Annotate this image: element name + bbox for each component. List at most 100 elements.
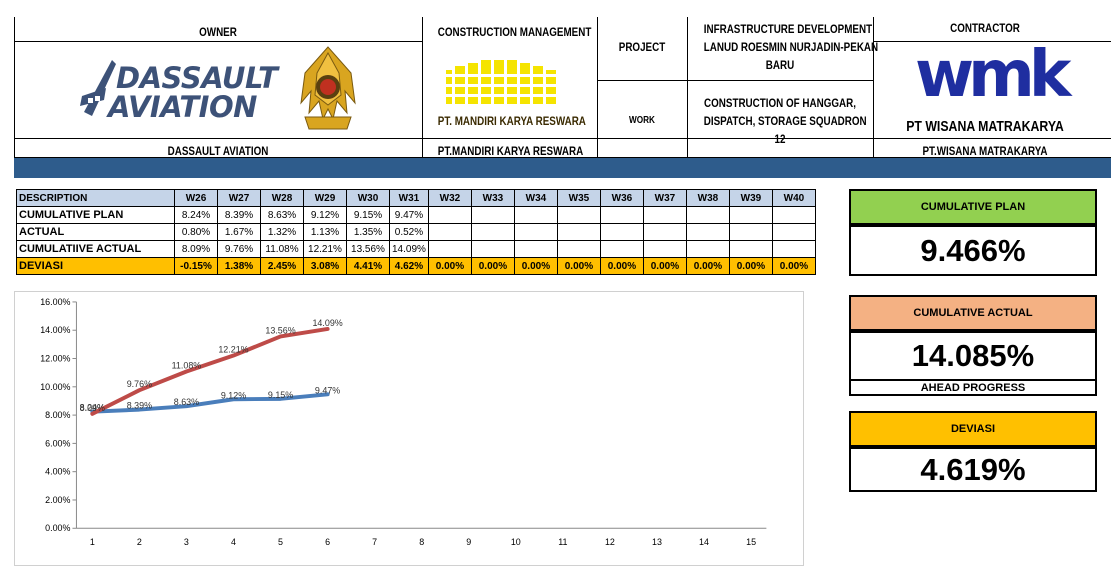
- x-tick-label: 13: [652, 537, 662, 547]
- table-cell: [427, 240, 472, 258]
- week-header: W39: [728, 189, 773, 207]
- table-cell: [599, 240, 644, 258]
- table-cell: 1.67%: [217, 223, 261, 241]
- wmk-logo-word: wmk: [915, 38, 1071, 112]
- table-cell: 0.00%: [685, 257, 730, 275]
- wmk-logo: wmk: [915, 40, 1071, 118]
- table-cell: 4.62%: [389, 257, 429, 275]
- series-2-point: [231, 354, 235, 358]
- table-cell: [685, 240, 730, 258]
- x-tick-label: 2: [137, 537, 142, 547]
- table-cell: [556, 240, 601, 258]
- work-label: WORK: [629, 115, 655, 126]
- x-tick-label: 4: [231, 537, 236, 547]
- report-header: [14, 17, 1111, 158]
- ahead-progress-note: AHEAD PROGRESS: [849, 379, 1097, 396]
- table-cell: 1.32%: [260, 223, 304, 241]
- table-cell: [771, 223, 816, 241]
- series-1-point: [231, 397, 235, 401]
- x-tick-label: 5: [278, 537, 283, 547]
- week-header: W35: [556, 189, 601, 207]
- week-header: W27: [217, 189, 261, 207]
- table-cell: [771, 206, 816, 224]
- week-header: W40: [771, 189, 816, 207]
- series-1-point: [326, 392, 330, 396]
- y-tick-label: 4.00%: [45, 467, 70, 477]
- table-cell: 13.56%: [346, 240, 390, 258]
- table-cell: [642, 206, 687, 224]
- table-cell: [556, 223, 601, 241]
- owner-name: DASSAULT AVIATION: [167, 144, 269, 158]
- row-label: CUMULATIIVE ACTUAL: [16, 240, 175, 258]
- x-tick-label: 10: [511, 537, 521, 547]
- x-tick-label: 7: [372, 537, 377, 547]
- x-tick-label: 8: [419, 537, 424, 547]
- contractor-title: CONTRACTOR: [950, 21, 1020, 35]
- series-1-data-label: 8.63%: [174, 397, 199, 407]
- y-tick-label: 2.00%: [45, 495, 70, 505]
- y-tick-label: 16.00%: [40, 297, 70, 307]
- table-cell: 8.39%: [217, 206, 261, 224]
- y-tick-label: 6.00%: [45, 438, 70, 448]
- deviasi-value: 4.619%: [849, 447, 1097, 492]
- table-cell: [728, 223, 773, 241]
- week-header: W38: [685, 189, 730, 207]
- week-header: W30: [346, 189, 390, 207]
- table-cell: -0.15%: [174, 257, 218, 275]
- week-header: W36: [599, 189, 644, 207]
- dassault-logo: DASSAULT AVIATION: [78, 58, 278, 122]
- progress-chart: 0.00% 2.00% 4.00% 6.00% 8.00% 10.00% 12.00% 14.…: [14, 291, 804, 566]
- table-cell: 0.00%: [771, 257, 816, 275]
- table-cell: [599, 206, 644, 224]
- table-row: CUMULATIVE PLAN 8.24% 8.39% 8.63% 9.12% 9.15%…: [16, 206, 816, 224]
- table-cell: 0.00%: [642, 257, 687, 275]
- table-cell: [513, 240, 558, 258]
- work-line-2: DISPATCH, STORAGE SQUADRON: [703, 114, 867, 128]
- x-tick-label: 14: [699, 537, 709, 547]
- table-cell: 1.13%: [303, 223, 347, 241]
- table-cell: 9.76%: [217, 240, 261, 258]
- series-2-point: [137, 388, 141, 392]
- table-cell: 0.00%: [599, 257, 644, 275]
- project-line-1: INFRASTRUCTURE DEVELOPMENT: [703, 22, 873, 36]
- table-cell: [470, 223, 515, 241]
- contractor-name: PT.WISANA MATRAKARYA: [922, 144, 1048, 158]
- series-2-point: [326, 327, 330, 331]
- table-cell: [728, 206, 773, 224]
- series-2-data-label: 12.21%: [218, 345, 248, 355]
- deviasi-label: DEVIASI: [849, 411, 1097, 447]
- table-cell: [642, 223, 687, 241]
- row-label: CUMULATIVE PLAN: [16, 206, 175, 224]
- dassault-logo-word-2: AVIATION: [108, 90, 257, 124]
- cumulative-actual-label: CUMULATIVE ACTUAL: [849, 295, 1097, 331]
- y-tick-label: 0.00%: [45, 523, 70, 533]
- series-2-point: [184, 370, 188, 374]
- week-header: W28: [260, 189, 304, 207]
- table-cell: [728, 240, 773, 258]
- table-cell: 0.00%: [513, 257, 558, 275]
- row-label: ACTUAL: [16, 223, 175, 241]
- table-cell: 8.09%: [174, 240, 218, 258]
- table-cell: 9.15%: [346, 206, 390, 224]
- week-header: W31: [389, 189, 429, 207]
- work-line-1: CONSTRUCTION OF HANGGAR,: [704, 96, 856, 110]
- project-label: PROJECT: [618, 40, 666, 54]
- progress-table: DESCRIPTION W26 W27 W28 W29 W30 W31 W32 …: [16, 189, 816, 275]
- x-tick-label: 1: [90, 537, 95, 547]
- table-cell: [685, 223, 730, 241]
- table-cell: 0.80%: [174, 223, 218, 241]
- table-row: DEVIASI -0.15% 1.38% 2.45% 3.08% 4.41% 4.62% 0.…: [16, 257, 816, 275]
- table-cell: [685, 206, 730, 224]
- x-tick-label: 11: [558, 537, 567, 547]
- cumulative-plan-value: 9.466%: [849, 225, 1097, 276]
- table-header-row: DESCRIPTION W26 W27 W28 W29 W30 W31 W32 …: [16, 189, 816, 207]
- series-2-data-label: 11.08%: [172, 361, 202, 371]
- series-1-data-label: 9.15%: [268, 390, 293, 400]
- table-cell: [427, 206, 472, 224]
- table-cell: 8.63%: [260, 206, 304, 224]
- week-header: W34: [513, 189, 558, 207]
- week-header: W32: [427, 189, 472, 207]
- table-cell: 0.52%: [389, 223, 429, 241]
- series-1-point: [137, 408, 141, 412]
- air-force-emblem-icon: [300, 46, 356, 130]
